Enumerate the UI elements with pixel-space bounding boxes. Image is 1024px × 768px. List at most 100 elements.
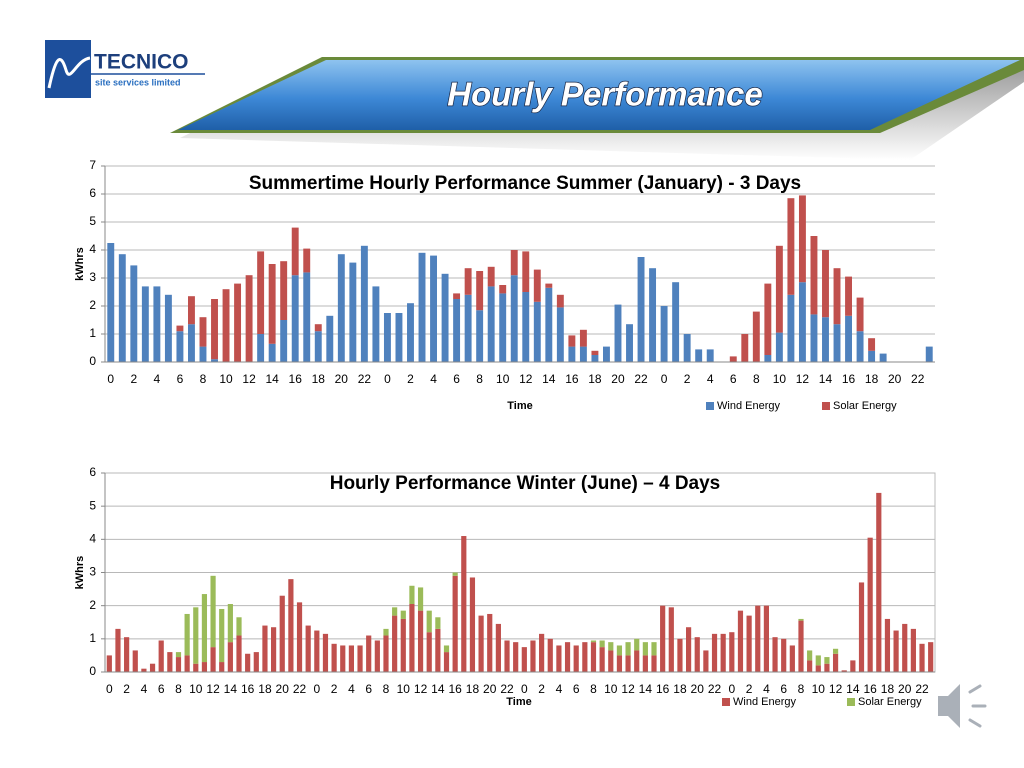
bar-segment (807, 650, 813, 661)
bar-segment (443, 652, 450, 672)
legend-swatch (722, 698, 730, 706)
x-tick-label: 22 (915, 682, 929, 696)
bar-segment (227, 604, 233, 643)
legend-swatch (822, 402, 830, 410)
bar-segment (703, 650, 709, 672)
bar-segment (469, 577, 476, 672)
bar-segment (884, 618, 891, 672)
bar-segment (417, 587, 424, 611)
bar-segment (288, 579, 294, 672)
bar-segment (545, 287, 553, 362)
x-tick-label: 14 (819, 372, 833, 386)
x-tick-label: 6 (453, 372, 460, 386)
bar-segment (591, 350, 599, 355)
bar-segment (547, 638, 553, 672)
x-axis-label: Time (507, 400, 532, 412)
x-tick-label: 4 (154, 372, 161, 386)
legend-label: Solar Energy (833, 400, 897, 412)
x-tick-label: 10 (496, 372, 510, 386)
x-tick-label: 6 (573, 682, 580, 696)
bar-segment (510, 275, 518, 362)
bar-segment (660, 605, 666, 672)
bar-segment (193, 607, 199, 664)
bar-segment (175, 657, 182, 672)
bar-segment (677, 638, 683, 672)
bar-segment (188, 296, 195, 325)
y-tick-label: 6 (89, 465, 96, 479)
bar-segment (409, 604, 415, 672)
bar-segment (392, 607, 398, 616)
x-tick-label: 0 (313, 682, 320, 696)
x-tick-label: 8 (753, 372, 760, 386)
bar-segment (305, 625, 311, 672)
bar-segment (435, 617, 441, 629)
bar-segment (876, 492, 882, 672)
x-tick-label: 8 (200, 372, 207, 386)
bar-segment (564, 642, 571, 672)
bar-segment (280, 320, 288, 362)
x-tick-label: 18 (466, 682, 480, 696)
bar-segment (764, 355, 772, 362)
bar-segment (441, 273, 449, 362)
bar-segment (417, 610, 424, 672)
bar-segment (211, 299, 218, 360)
x-tick-label: 10 (812, 682, 826, 696)
x-tick-label: 2 (407, 372, 414, 386)
bar-segment (810, 314, 818, 362)
bar-segment (188, 324, 195, 362)
bar-segment (349, 262, 357, 362)
x-tick-label: 22 (293, 682, 307, 696)
bar-segment (556, 294, 564, 308)
bar-segment (824, 663, 830, 672)
x-tick-label: 16 (565, 372, 579, 386)
y-tick-label: 1 (89, 326, 96, 340)
bar-segment (430, 255, 437, 362)
bar-segment (711, 633, 718, 672)
bar-segment (245, 275, 253, 362)
logo-name: TECNICO (94, 51, 189, 74)
x-tick-label: 18 (865, 372, 879, 386)
x-tick-label: 14 (265, 372, 279, 386)
bar-segment (360, 245, 368, 362)
legend-label: Wind Energy (717, 400, 780, 412)
speaker-icon[interactable] (938, 684, 987, 728)
x-tick-label: 14 (431, 682, 445, 696)
bar-segment (824, 657, 830, 664)
bar-segment (141, 286, 149, 362)
x-tick-label: 20 (898, 682, 912, 696)
bar-segment (568, 346, 576, 362)
bar-segment (453, 299, 461, 362)
banner-title: Hourly Performance (447, 76, 762, 113)
legend-swatch (847, 698, 855, 706)
bar-segment (832, 653, 839, 672)
x-tick-label: 10 (604, 682, 618, 696)
bar-segment (787, 294, 795, 362)
x-tick-label: 14 (846, 682, 860, 696)
x-tick-label: 22 (708, 682, 722, 696)
bar-segment (400, 610, 406, 619)
bar-segment (184, 655, 190, 672)
bar-segment (461, 536, 467, 672)
x-tick-label: 10 (189, 682, 203, 696)
x-tick-label: 2 (130, 372, 137, 386)
bar-segment (649, 268, 657, 362)
x-tick-label: 18 (881, 682, 895, 696)
bar-segment (407, 303, 414, 362)
x-axis-label: Time (506, 696, 531, 708)
bar-segment (763, 605, 769, 672)
x-tick-label: 22 (358, 372, 372, 386)
logo: TECNICO site services limited (45, 40, 205, 98)
x-tick-label: 0 (106, 682, 113, 696)
x-tick-label: 6 (158, 682, 165, 696)
x-tick-label: 8 (590, 682, 597, 696)
bar-segment (374, 640, 380, 672)
bar-segment (499, 285, 507, 294)
bar-segment (409, 585, 415, 605)
y-tick-label: 2 (89, 298, 96, 312)
bar-segment (219, 608, 225, 663)
bar-segment (868, 338, 876, 351)
bar-segment (608, 650, 614, 672)
bar-segment (741, 334, 749, 362)
